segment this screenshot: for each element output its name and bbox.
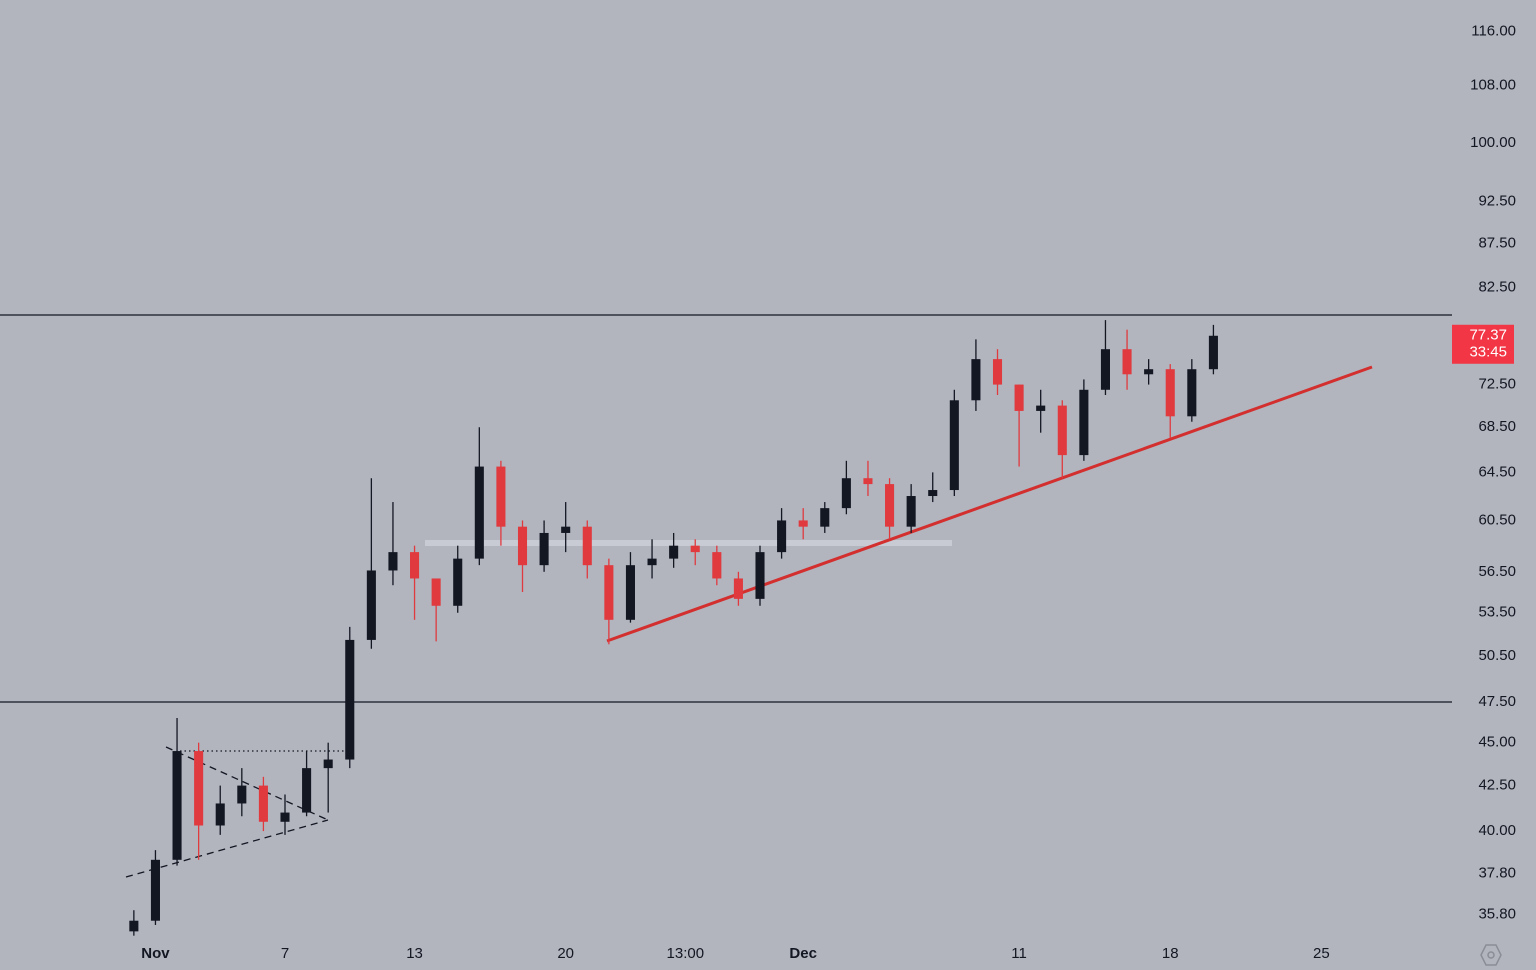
y-tick-label: 116.00 xyxy=(1471,23,1516,40)
candle-body xyxy=(820,508,830,527)
candle-body xyxy=(841,478,851,509)
triangle-lower xyxy=(125,819,329,878)
y-tick-label: 72.50 xyxy=(1478,376,1516,393)
y-tick-label: 68.50 xyxy=(1478,418,1516,435)
y-tick-label: 60.50 xyxy=(1478,511,1516,528)
y-tick-label: 50.50 xyxy=(1478,647,1516,664)
candle-body xyxy=(733,578,743,599)
y-tick-label: 92.50 xyxy=(1478,193,1516,210)
candle-body xyxy=(1122,349,1132,375)
candle-body xyxy=(194,751,204,826)
candle-body xyxy=(366,570,376,640)
candle-body xyxy=(474,466,484,559)
candle-body xyxy=(712,552,722,579)
x-tick-label: 13 xyxy=(406,945,423,962)
y-tick-label: 56.50 xyxy=(1478,563,1516,580)
candle-body xyxy=(539,532,549,566)
y-tick-label: 47.50 xyxy=(1478,693,1516,710)
y-tick-label: 42.50 xyxy=(1478,777,1516,794)
candle-body xyxy=(215,803,225,826)
candle-body xyxy=(280,812,290,822)
candle-body xyxy=(863,478,873,485)
candle-body xyxy=(928,490,938,497)
candle-body xyxy=(1165,369,1175,417)
candle-body xyxy=(129,920,139,932)
y-tick-label: 108.00 xyxy=(1470,76,1516,93)
candle-body xyxy=(258,785,268,822)
candle-body xyxy=(992,359,1003,385)
x-tick-label: Nov xyxy=(141,945,170,962)
candle-body xyxy=(971,359,981,401)
candle-body xyxy=(302,768,312,813)
candle-body xyxy=(1100,349,1110,390)
candle-body xyxy=(1079,389,1089,456)
candle-body xyxy=(517,526,528,566)
candle-body xyxy=(949,400,959,491)
candle-body xyxy=(150,859,160,921)
axis-layer: 116.00 108.00 100.00 92.50 87.50 82.50 72.50 68… xyxy=(141,23,1516,962)
y-tick-label: 35.80 xyxy=(1478,905,1516,922)
candles xyxy=(129,320,1218,936)
y-tick-label: 45.00 xyxy=(1478,734,1516,751)
x-tick-label: 7 xyxy=(281,945,289,962)
candle-body xyxy=(669,545,679,559)
y-tick-label: 37.80 xyxy=(1478,865,1516,882)
candle-body xyxy=(755,552,765,599)
candle-body xyxy=(388,552,398,571)
candle-body xyxy=(885,484,895,527)
y-tick-label: 64.50 xyxy=(1478,463,1516,480)
candle-body xyxy=(345,639,355,760)
candle-body xyxy=(906,496,916,527)
candle-body xyxy=(798,520,808,527)
y-tick-label: 87.50 xyxy=(1478,234,1516,251)
candle-body xyxy=(647,558,657,566)
candle-body xyxy=(496,466,506,527)
settings-icon[interactable] xyxy=(1480,944,1502,966)
candle-body xyxy=(1187,369,1197,417)
candle-body xyxy=(625,565,635,620)
countdown: 33:45 xyxy=(1469,344,1507,361)
candle-body xyxy=(777,520,787,553)
candle-body xyxy=(604,565,614,620)
candle-body xyxy=(561,526,571,533)
candle-body xyxy=(1036,405,1046,411)
x-tick-label: 18 xyxy=(1162,945,1179,962)
y-tick-label: 40.00 xyxy=(1478,822,1516,839)
candle-body xyxy=(323,759,333,769)
candle-body xyxy=(1014,384,1024,411)
candle-body xyxy=(453,558,463,606)
y-tick-label: 82.50 xyxy=(1478,279,1516,296)
candle-body xyxy=(237,785,247,804)
x-tick-label: 20 xyxy=(557,945,574,962)
x-tick-label: Dec xyxy=(789,945,817,962)
candle-body xyxy=(582,526,592,566)
x-tick-label: 11 xyxy=(1011,945,1027,962)
settings-dot[interactable] xyxy=(1487,951,1495,959)
candle-body xyxy=(1144,369,1154,375)
range-band xyxy=(425,540,952,546)
x-tick-label: 25 xyxy=(1313,945,1330,962)
y-tick-label: 100.00 xyxy=(1470,134,1516,151)
last-price: 77.37 xyxy=(1469,327,1507,344)
settings-hexagon[interactable] xyxy=(1480,944,1502,966)
candle-body xyxy=(1057,405,1067,456)
triangle-upper xyxy=(165,746,329,821)
candle-body xyxy=(410,552,420,579)
y-tick-label: 53.50 xyxy=(1478,604,1516,621)
candle-body xyxy=(431,578,441,606)
candle-body xyxy=(1208,335,1218,370)
last-price-background xyxy=(1452,324,1514,364)
candle-body xyxy=(690,545,700,553)
candle-body xyxy=(172,751,182,860)
last-price-box: 77.37 33:45 xyxy=(1452,324,1514,364)
x-tick-label: 13:00 xyxy=(667,945,705,962)
